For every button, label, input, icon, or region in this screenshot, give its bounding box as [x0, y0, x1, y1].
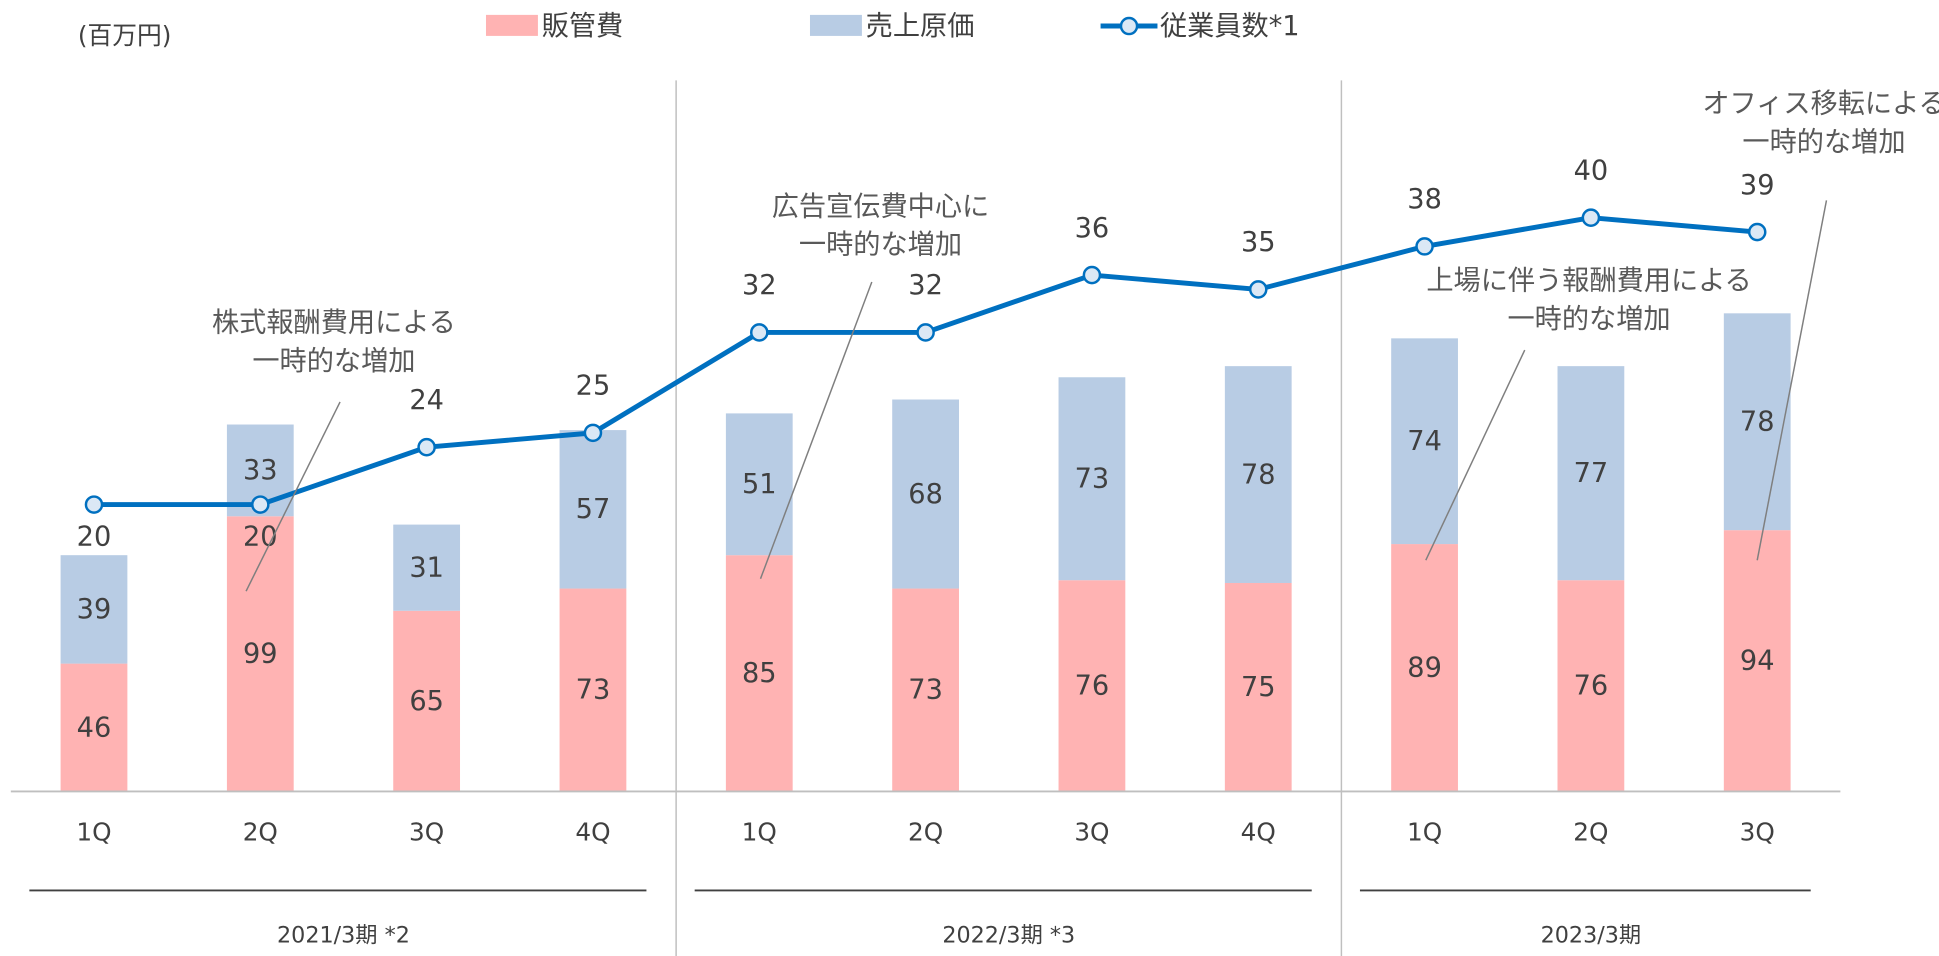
legend-swatch — [485, 14, 538, 36]
bar-value-label: 75 — [1241, 672, 1276, 703]
line-value-label: 24 — [409, 385, 444, 416]
annotation-leader — [245, 401, 341, 592]
line-value-label: 36 — [1075, 213, 1110, 244]
bar-segment — [1224, 582, 1292, 792]
bar-value-label: 57 — [576, 494, 611, 525]
bar-value-label: 89 — [1407, 653, 1442, 684]
bar-value-label: 39 — [77, 594, 112, 625]
group-label: 2021/3期 *2 — [277, 923, 410, 949]
line-marker — [1248, 280, 1268, 299]
bar-value-label: 73 — [1075, 463, 1110, 494]
x-tick-label: 1Q — [76, 818, 111, 847]
annotation-text: 広告宣伝費中心に — [772, 191, 990, 222]
line-marker — [583, 423, 603, 443]
bar-value-label: 76 — [1574, 671, 1609, 702]
bar-value-label: 31 — [409, 552, 444, 583]
bar-value-label: 46 — [77, 712, 112, 743]
bar-segment — [559, 430, 627, 589]
x-tick-label: 2Q — [243, 818, 278, 847]
annotation-text: 一時的な増加 — [252, 346, 415, 377]
bar-value-label: 77 — [1574, 458, 1609, 489]
bar-segment — [1723, 530, 1791, 792]
bar-value-label: 73 — [576, 675, 611, 706]
bar-segment — [892, 588, 959, 792]
annotation-text: 株式報酬費用による — [212, 308, 456, 339]
line-value-label: 39 — [1740, 170, 1775, 201]
x-tick-label: 2Q — [1573, 818, 1608, 847]
bar-segment — [393, 524, 461, 611]
annotation-leader — [1756, 200, 1828, 561]
x-tick-label: 3Q — [409, 818, 444, 847]
line-marker — [750, 323, 769, 342]
line-value-label: 38 — [1407, 184, 1442, 215]
bar-value-label: 73 — [908, 675, 943, 706]
bar-segment — [1557, 580, 1625, 792]
x-tick-label: 3Q — [1740, 818, 1775, 847]
bar-value-label: 74 — [1407, 426, 1442, 457]
legend-marker — [1119, 16, 1139, 36]
line-marker — [1082, 265, 1102, 285]
bar-segment — [393, 610, 461, 792]
bar-value-label: 68 — [908, 479, 943, 510]
legend-swatch — [809, 14, 862, 36]
legend-label: 売上原価 — [866, 11, 975, 42]
x-tick-label: 4Q — [1241, 818, 1276, 847]
bar-value-label: 99 — [243, 639, 278, 670]
bar-segment — [725, 413, 793, 556]
line-marker — [916, 323, 935, 342]
annotation-text: 上場に伴う報酬費用による — [1426, 265, 1751, 296]
annotation-text: 一時的な増加 — [799, 230, 962, 261]
bar-value-label: 33 — [243, 455, 278, 486]
line-value-label: 25 — [576, 371, 611, 402]
legend-label: 従業員数*1 — [1160, 11, 1300, 42]
line-marker — [1581, 208, 1601, 227]
bar-value-label: 51 — [742, 469, 777, 500]
bar-value-label: 85 — [742, 658, 777, 689]
line-marker — [417, 437, 436, 457]
annotation-text: オフィス移転による — [1702, 89, 1939, 120]
bar-segment — [1224, 366, 1292, 583]
bar-segment — [892, 399, 959, 589]
bar-value-label: 78 — [1241, 459, 1276, 490]
unit-label: (百万円) — [78, 21, 171, 50]
bar-value-label: 65 — [409, 686, 444, 717]
bar-segment — [1391, 544, 1458, 792]
bar-segment — [1058, 580, 1126, 792]
bar-segment — [559, 588, 627, 792]
x-tick-label: 2Q — [908, 818, 943, 847]
line-value-label: 35 — [1241, 227, 1276, 258]
bar-segment — [1557, 366, 1625, 581]
bar-segment — [60, 555, 128, 664]
annotation-leader — [1425, 349, 1526, 561]
x-tick-label: 1Q — [1407, 818, 1442, 847]
bar-segment — [1391, 338, 1458, 545]
bar-value-label: 94 — [1740, 646, 1775, 677]
line-value-label: 40 — [1574, 155, 1609, 186]
bar-value-label: 76 — [1075, 671, 1110, 702]
x-tick-label: 4Q — [575, 818, 610, 847]
x-tick-label: 1Q — [742, 818, 777, 847]
line-value-label: 32 — [742, 270, 777, 301]
bar-segment — [1058, 377, 1126, 581]
line-marker — [1415, 237, 1434, 256]
line-marker — [1747, 222, 1767, 242]
legend-label: 販管費 — [542, 11, 624, 42]
line-marker — [84, 495, 104, 514]
bar-segment — [1723, 313, 1791, 531]
group-label: 2022/3期 *3 — [942, 923, 1075, 949]
bar-value-label: 78 — [1740, 406, 1775, 437]
line-value-label: 32 — [908, 270, 943, 301]
line-value-label: 20 — [243, 521, 278, 552]
annotation-text: 一時的な増加 — [1742, 127, 1905, 158]
bar-segment — [60, 663, 128, 792]
group-label: 2023/3期 — [1541, 923, 1642, 949]
annotation-leader — [759, 281, 873, 580]
annotation-text: 一時的な増加 — [1507, 304, 1670, 335]
bar-segment — [725, 555, 793, 792]
line-marker — [251, 495, 270, 514]
x-tick-label: 3Q — [1074, 818, 1109, 847]
line-value-label: 20 — [77, 521, 112, 552]
